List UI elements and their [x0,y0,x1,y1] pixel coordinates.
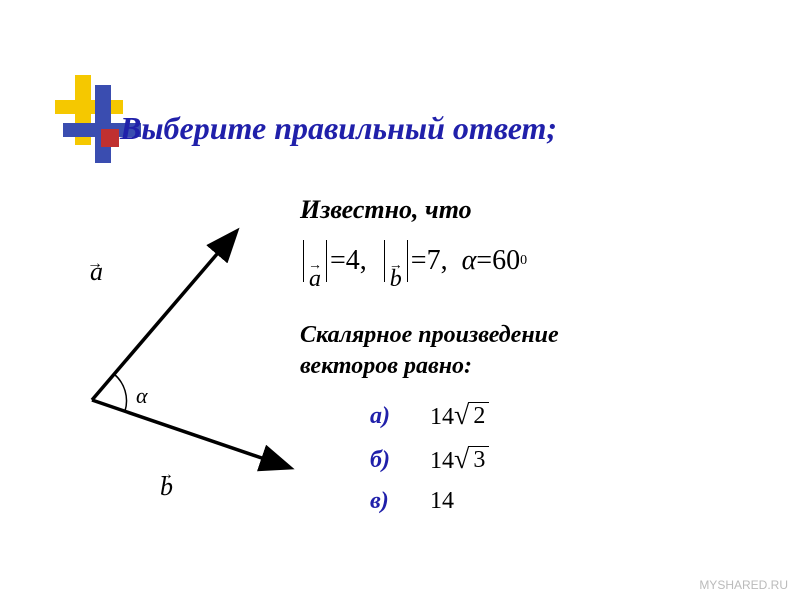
vec-a-arrow-icon: → [87,255,103,272]
vector-diagram: a → b → α [50,225,310,525]
option-a-label: а) [370,403,430,430]
option-a: а) 14√2 [370,400,489,432]
vector-svg: a → b → α [50,225,310,525]
angle-label: α [136,383,148,408]
vector-b-line [92,400,288,467]
option-b-label: б) [370,447,430,474]
option-c-label: в) [370,488,430,515]
option-c-value: 14 [430,488,454,515]
options-list: а) 14√2 б) 14√3 в) 14 [370,400,489,527]
vector-a-line [92,233,235,400]
given-heading: Известно, что [300,195,472,225]
option-a-value: 14√2 [430,400,489,432]
option-b: б) 14√3 [370,444,489,476]
given-expression: → a = 4, → b = 7, α = 600 [300,240,527,282]
angle-arc [114,374,127,411]
watermark: MYSHARED.RU [699,578,788,592]
abs-vec-b: → b [384,240,408,282]
option-c: в) 14 [370,488,489,515]
page-title: Выберите правильный ответ; [120,110,770,147]
option-b-value: 14√3 [430,444,489,476]
vec-b-arrow-icon: → [158,466,174,483]
question-text: Скалярное произведение векторов равно: [300,320,559,382]
